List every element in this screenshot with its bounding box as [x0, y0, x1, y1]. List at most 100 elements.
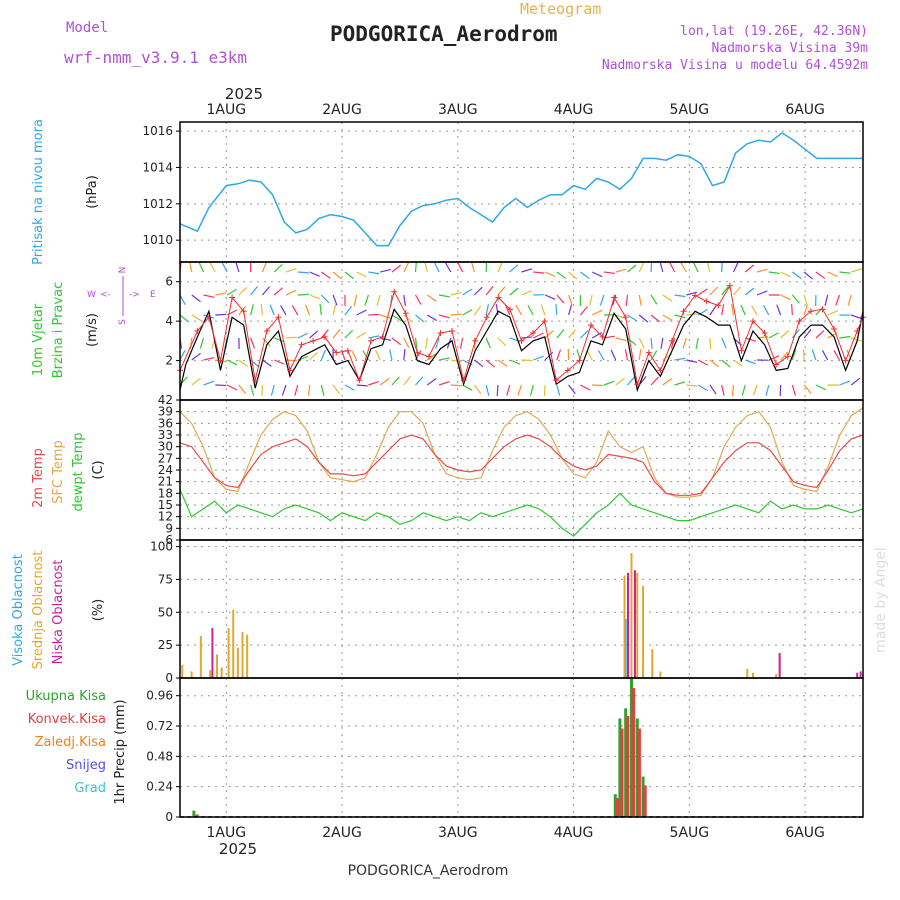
wind-arrow [285, 289, 297, 296]
y-tick-label: 27 [158, 451, 173, 465]
gust-mark [680, 308, 687, 315]
wind-arrow [579, 306, 588, 316]
wind-arrow [610, 349, 617, 361]
wind-arrow [280, 305, 287, 316]
compass-w-arrow: <- [100, 290, 111, 300]
temp2m-label: 2m Temp [31, 448, 46, 508]
wind-arrow [438, 294, 450, 298]
wind-arrow [709, 384, 717, 395]
wind-arrow [273, 263, 283, 273]
y-tick-label: 75 [158, 572, 173, 586]
wind-arrow [543, 384, 546, 397]
wind-arrow [462, 384, 473, 391]
wind-arrow [733, 286, 742, 296]
wind-arrow [262, 359, 272, 367]
wind-arrow [474, 359, 484, 368]
cloud-bar [746, 668, 749, 678]
wind-arrow [320, 294, 330, 304]
cloud-bar [630, 553, 633, 678]
gust-mark [252, 377, 259, 384]
lonlat-label: lon,lat (19.26E, 42.36N) [680, 24, 868, 39]
wind-arrow [250, 286, 259, 296]
top-day-label: 5AUG [670, 102, 710, 118]
wind-arrow [473, 384, 482, 395]
wind-arrow [721, 337, 727, 349]
wind-arrow [835, 294, 841, 306]
wind-arrow [368, 335, 380, 339]
wind-arrow [309, 271, 320, 277]
cloud-bar [211, 628, 214, 678]
gust-mark [286, 367, 293, 374]
gust-mark [437, 329, 444, 336]
wind-arrow [762, 305, 770, 316]
wind-arrow [662, 294, 673, 302]
y-tick-label: 1014 [142, 160, 173, 174]
cloud-bar [190, 671, 193, 678]
wind-arrow [473, 286, 483, 296]
wind-arrow [765, 384, 770, 396]
wind-arrow [674, 357, 686, 361]
wind-arrow [269, 304, 275, 316]
wind-arrow [638, 314, 649, 323]
gust-mark [333, 349, 340, 356]
wind-arrow [556, 349, 562, 361]
wind-arrow [497, 286, 506, 296]
wind-arrow [695, 337, 699, 349]
wind-arrow [517, 384, 523, 396]
wind-arrow [697, 359, 709, 366]
gust-mark [761, 329, 768, 336]
wind-arrow [426, 378, 437, 386]
wind-arrow [509, 287, 519, 296]
wind-arrow [768, 271, 780, 275]
bottom-day-label: 3AUG [438, 825, 478, 841]
wind-arrow [438, 314, 450, 319]
gust-mark [750, 318, 757, 325]
wind-arrow [374, 349, 381, 361]
wind-arrow [203, 380, 215, 386]
top-day-label: 2AUG [322, 102, 362, 118]
wind-arrow [731, 304, 735, 316]
wind-arrow [344, 384, 355, 391]
wind-arrow [851, 268, 862, 273]
y-tick-label: 100 [150, 540, 173, 554]
wind-arrow [497, 261, 503, 273]
y-tick-label: 36 [158, 416, 173, 430]
wind-arrow [320, 384, 325, 396]
model-label: Model [66, 20, 109, 36]
wind-arrow [744, 287, 755, 296]
wind-arrow [309, 330, 319, 339]
wind-arrow [414, 294, 422, 305]
wind-arrow [226, 384, 238, 391]
cloud-bar [627, 572, 630, 678]
wind-arrow [752, 384, 758, 396]
wind-arrow [485, 384, 490, 396]
wind-arrow [389, 349, 393, 361]
wind-arrow [356, 331, 367, 339]
wind-arrow [732, 261, 739, 273]
wind-arrow [839, 271, 851, 274]
wind-arrow [203, 294, 215, 298]
cloud-bar [642, 586, 645, 678]
wind-arrow [297, 332, 308, 339]
cloud-panel: 0 25 50 75 100 Visoka Oblacnost Srednja Obla… [11, 539, 889, 685]
wind-arrow [586, 350, 593, 361]
wind-arrow [403, 261, 410, 273]
wind-arrow [682, 337, 687, 349]
wind-arrow [415, 314, 425, 323]
gust-mark [449, 328, 456, 334]
y-tick-label: 0 [165, 810, 173, 824]
wind-arrow [721, 359, 731, 368]
wind-arrow [351, 349, 358, 361]
cloud-bar [636, 572, 639, 678]
y-tick-label: 1010 [142, 233, 173, 247]
wind-arrow [391, 337, 402, 346]
wind-arrow [262, 337, 271, 347]
wind-arrow [260, 304, 264, 316]
top-year-label: 2025 [225, 85, 263, 103]
wind-arrow [304, 304, 311, 316]
wind-arrow [215, 313, 227, 316]
gust-mark [587, 322, 594, 329]
wind-arrow [709, 337, 712, 350]
wind-arrow [238, 305, 247, 316]
